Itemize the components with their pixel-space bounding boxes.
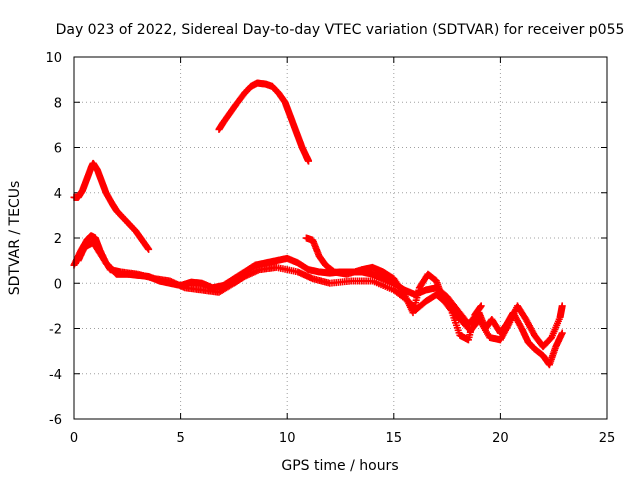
data-point — [145, 245, 153, 253]
y-axis-label: SDTVAR / TECUs — [7, 181, 23, 296]
y-tick-label: 2 — [54, 232, 62, 247]
data-point — [447, 305, 455, 313]
data-point — [477, 302, 485, 310]
series-arc-1 — [70, 159, 153, 253]
data-point — [558, 329, 566, 337]
x-tick-label: 10 — [279, 431, 296, 446]
y-tick-label: 10 — [45, 51, 62, 66]
x-tick-label: 15 — [386, 431, 403, 446]
y-axis-ticks: -6 -4 -2 0 2 4 6 8 10 — [45, 51, 607, 428]
data-points — [70, 79, 566, 369]
x-tick-label: 25 — [599, 431, 616, 446]
y-tick-label: -4 — [49, 368, 62, 383]
y-tick-label: -6 — [49, 413, 62, 428]
series-arc-2 — [215, 79, 313, 165]
y-tick-label: 8 — [54, 96, 62, 111]
y-tick-label: -2 — [49, 323, 62, 338]
x-tick-label: 5 — [176, 431, 184, 446]
y-tick-label: 0 — [54, 277, 62, 292]
x-axis-label: GPS time / hours — [281, 458, 398, 474]
x-tick-label: 0 — [70, 431, 78, 446]
data-point — [558, 302, 566, 310]
series-arc-5 — [302, 234, 485, 344]
grid — [74, 57, 607, 419]
x-axis-ticks: 0 5 10 15 20 25 — [70, 57, 615, 446]
plot-frame — [73, 56, 608, 420]
y-tick-label: 4 — [54, 187, 62, 202]
data-point — [305, 157, 313, 165]
y-tick-label: 6 — [54, 142, 62, 157]
x-tick-label: 20 — [492, 431, 509, 446]
chart-title: Day 023 of 2022, Sidereal Day-to-day VTE… — [56, 22, 625, 38]
